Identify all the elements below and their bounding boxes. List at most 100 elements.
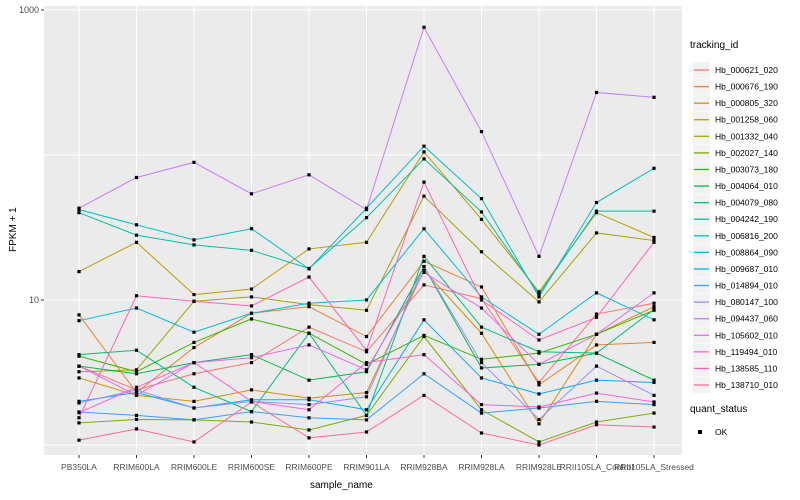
data-point bbox=[77, 411, 81, 415]
data-point bbox=[652, 240, 656, 244]
data-point bbox=[192, 243, 196, 247]
legend-item-Hb_138585_110: Hb_138585_110 bbox=[693, 360, 778, 377]
data-point bbox=[652, 291, 656, 295]
data-point bbox=[192, 345, 196, 350]
data-point bbox=[364, 408, 369, 412]
data-point bbox=[594, 90, 599, 95]
data-point bbox=[134, 306, 139, 310]
legend-item-Hb_000805_320: Hb_000805_320 bbox=[693, 95, 778, 112]
legend-label: Hb_014894_010 bbox=[715, 281, 778, 291]
legend-item-Hb_004242_190: Hb_004242_190 bbox=[693, 211, 778, 228]
legend-item-Hb_001258_060: Hb_001258_060 bbox=[693, 111, 778, 128]
legend-item-Hb_002027_140: Hb_002027_140 bbox=[693, 144, 778, 161]
x-axis-title: sample_name bbox=[310, 480, 373, 491]
data-point bbox=[537, 405, 541, 409]
y-axis-title: FPKM + 1 bbox=[8, 207, 19, 252]
data-point bbox=[422, 318, 426, 322]
data-point bbox=[594, 399, 599, 403]
data-point bbox=[364, 298, 369, 302]
x-tick-label: PB350LA bbox=[61, 462, 97, 472]
data-point bbox=[652, 209, 656, 213]
data-point bbox=[479, 295, 484, 299]
data-point bbox=[652, 318, 656, 322]
data-point bbox=[307, 247, 311, 251]
legend-label: Hb_003073_180 bbox=[715, 164, 778, 174]
data-point bbox=[77, 319, 81, 323]
data-point bbox=[364, 240, 369, 244]
data-point bbox=[192, 330, 196, 334]
data-point bbox=[192, 385, 196, 389]
data-point bbox=[364, 370, 369, 374]
data-point bbox=[652, 380, 656, 385]
data-point bbox=[422, 157, 426, 161]
legend-item-Hb_094437_060: Hb_094437_060 bbox=[693, 310, 778, 327]
data-point bbox=[537, 290, 541, 294]
data-point bbox=[594, 423, 599, 427]
data-point bbox=[422, 150, 426, 154]
data-point bbox=[422, 254, 426, 258]
data-point bbox=[537, 440, 541, 444]
data-point bbox=[192, 399, 196, 403]
data-point bbox=[422, 372, 426, 376]
data-point bbox=[249, 361, 254, 365]
legend-item-Hb_009687_010: Hb_009687_010 bbox=[693, 260, 778, 277]
data-point bbox=[422, 264, 426, 269]
data-point bbox=[422, 259, 426, 263]
data-point bbox=[422, 393, 426, 397]
data-point bbox=[594, 391, 599, 395]
y-tick-label: 10 bbox=[29, 295, 39, 305]
x-tick-label: RRIM600LE bbox=[171, 462, 218, 472]
legend-label: Hb_094437_060 bbox=[715, 314, 778, 324]
data-point bbox=[249, 227, 254, 231]
data-point bbox=[537, 254, 541, 258]
data-point bbox=[537, 417, 541, 422]
y-tick-label: 1000 bbox=[19, 5, 39, 15]
data-point bbox=[537, 300, 541, 304]
data-point bbox=[479, 402, 484, 407]
data-point bbox=[652, 166, 656, 170]
data-point bbox=[307, 275, 311, 279]
legend-item-Hb_014894_010: Hb_014894_010 bbox=[693, 277, 778, 294]
x-tick-label: RRIM928LA bbox=[458, 462, 505, 472]
data-point bbox=[134, 175, 139, 180]
data-point bbox=[249, 248, 254, 252]
legend-label: Hb_004242_190 bbox=[715, 214, 778, 224]
legend-label: Hb_105602_010 bbox=[715, 330, 778, 340]
data-point bbox=[307, 325, 311, 329]
data-point bbox=[134, 233, 139, 237]
data-point bbox=[479, 431, 484, 435]
data-point bbox=[479, 130, 484, 134]
data-point bbox=[479, 298, 484, 302]
legend-item-Hb_001332_040: Hb_001332_040 bbox=[693, 128, 778, 145]
data-point bbox=[594, 378, 599, 382]
data-point bbox=[479, 357, 484, 361]
data-point bbox=[249, 295, 254, 299]
legend-item-Hb_008864_090: Hb_008864_090 bbox=[693, 244, 778, 261]
data-point bbox=[364, 395, 369, 399]
data-point bbox=[479, 361, 484, 365]
data-point bbox=[479, 408, 484, 412]
plot-panel bbox=[44, 6, 682, 455]
data-point bbox=[537, 383, 541, 387]
data-point bbox=[249, 420, 254, 424]
x-tick-label: RRIM928BA bbox=[400, 462, 448, 472]
data-point bbox=[537, 380, 541, 385]
data-point bbox=[537, 422, 541, 426]
data-point bbox=[307, 305, 311, 309]
data-point bbox=[479, 325, 484, 329]
legend-item-Hb_119494_010: Hb_119494_010 bbox=[693, 343, 778, 360]
data-point bbox=[594, 351, 599, 355]
data-point bbox=[192, 292, 196, 297]
data-point bbox=[77, 416, 81, 420]
data-point bbox=[307, 173, 311, 177]
quant-key-square-icon bbox=[698, 430, 702, 434]
data-point bbox=[479, 366, 484, 370]
data-point bbox=[364, 348, 369, 352]
legend-label: Hb_004079_080 bbox=[715, 198, 778, 208]
data-point bbox=[364, 430, 369, 434]
data-point bbox=[594, 312, 599, 316]
x-tick-label: RRIM600LA bbox=[113, 462, 160, 472]
data-point bbox=[594, 315, 599, 319]
data-point bbox=[134, 427, 139, 431]
